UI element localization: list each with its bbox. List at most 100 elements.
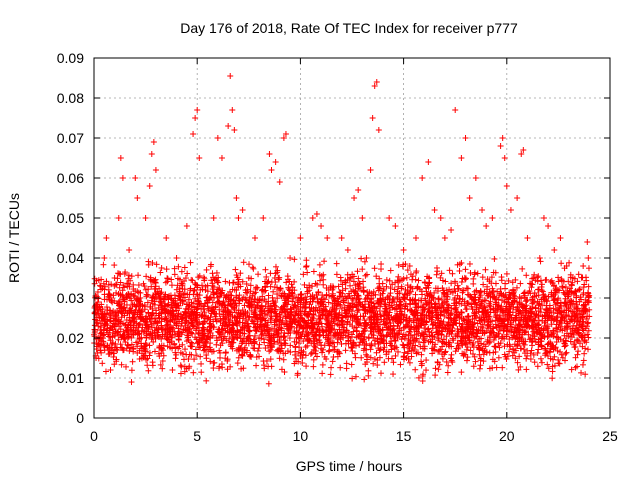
data-point — [253, 362, 260, 369]
data-point — [320, 281, 327, 288]
data-point — [506, 348, 513, 355]
data-point — [191, 356, 198, 363]
data-point — [575, 271, 582, 278]
data-point — [538, 287, 545, 294]
data-point — [187, 259, 194, 266]
data-point — [298, 315, 305, 322]
data-point — [439, 355, 446, 362]
y-axis-label: ROTI / TECUs — [6, 193, 22, 283]
data-point — [247, 282, 254, 289]
data-point — [361, 258, 368, 265]
data-point — [585, 327, 592, 334]
data-point — [505, 277, 512, 284]
data-point — [236, 292, 243, 299]
data-point — [320, 276, 327, 283]
data-point — [303, 257, 310, 264]
y-tick-label: 0.07 — [57, 130, 84, 146]
data-point — [319, 361, 326, 368]
data-point — [438, 317, 445, 324]
data-point — [144, 299, 151, 306]
y-tick-label: 0.03 — [57, 290, 84, 306]
chart-title: Day 176 of 2018, Rate Of TEC Index for r… — [180, 20, 518, 36]
data-point — [585, 283, 592, 290]
y-tick-label: 0.08 — [57, 90, 84, 106]
data-point — [120, 282, 127, 289]
data-point — [463, 285, 470, 292]
data-point — [337, 364, 344, 371]
data-point — [325, 299, 332, 306]
data-point — [348, 361, 355, 368]
data-point — [523, 272, 530, 279]
data-point — [584, 346, 591, 353]
data-point — [203, 266, 210, 273]
data-point — [125, 272, 132, 279]
data-point — [435, 348, 442, 355]
data-point — [224, 366, 231, 373]
data-point — [563, 349, 570, 356]
x-tick-label: 15 — [396, 428, 412, 444]
data-point — [280, 356, 287, 363]
data-point — [190, 369, 197, 376]
data-point — [408, 353, 415, 360]
data-point — [390, 322, 397, 329]
data-point — [102, 368, 109, 375]
data-point — [289, 298, 296, 305]
data-point — [373, 349, 380, 356]
data-point — [479, 274, 486, 281]
data-point — [381, 344, 388, 351]
data-point — [490, 336, 497, 343]
data-point — [266, 348, 273, 355]
data-point — [470, 363, 477, 370]
data-point — [436, 347, 443, 354]
data-point — [135, 282, 142, 289]
data-point — [254, 347, 261, 354]
data-point — [556, 360, 563, 367]
data-point — [371, 265, 378, 272]
data-point — [327, 371, 334, 378]
data-point — [356, 341, 363, 348]
data-point — [547, 355, 554, 362]
data-point — [331, 343, 338, 350]
data-point — [128, 367, 135, 374]
data-point — [137, 320, 144, 327]
data-point — [418, 351, 425, 358]
data-point — [144, 362, 151, 369]
data-point — [185, 296, 192, 303]
data-point — [544, 361, 551, 368]
data-point — [474, 338, 481, 345]
data-point — [354, 268, 361, 275]
data-point — [530, 351, 537, 358]
data-point — [247, 288, 254, 295]
data-point — [404, 282, 411, 289]
x-tick-label: 0 — [90, 428, 98, 444]
data-point — [281, 329, 288, 336]
data-point — [522, 328, 529, 335]
data-point — [263, 273, 270, 280]
y-tick-label: 0 — [76, 410, 84, 426]
data-point — [446, 267, 453, 274]
y-tick-label: 0.01 — [57, 370, 84, 386]
data-point — [566, 259, 573, 266]
data-point — [267, 356, 274, 363]
data-point — [203, 343, 210, 350]
data-point — [115, 336, 122, 343]
data-point — [182, 346, 189, 353]
data-point — [286, 335, 293, 342]
y-tick-label: 0.05 — [57, 210, 84, 226]
data-point — [335, 283, 342, 290]
data-point — [462, 266, 469, 273]
data-point — [519, 265, 526, 272]
data-point — [558, 260, 565, 267]
data-point — [184, 270, 191, 277]
data-point — [198, 360, 205, 367]
data-point — [328, 364, 335, 371]
data-point — [316, 261, 323, 268]
data-point — [523, 366, 530, 373]
x-tick-label: 20 — [499, 428, 515, 444]
data-point — [579, 361, 586, 368]
x-tick-label: 25 — [602, 428, 618, 444]
data-points — [91, 73, 593, 387]
data-point — [529, 332, 536, 339]
